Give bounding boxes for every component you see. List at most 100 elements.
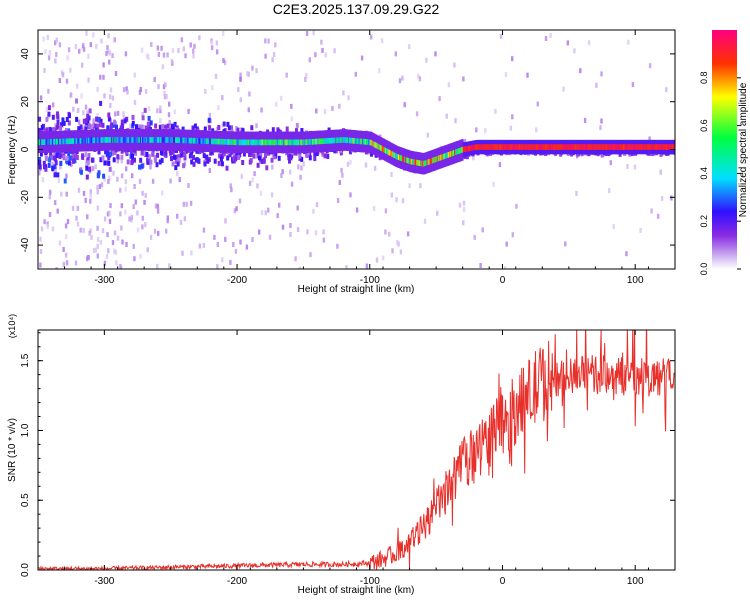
- spectrogram-cell: [509, 125, 513, 131]
- spectrogram-cell: [98, 184, 102, 189]
- spectrogram-cell: [42, 160, 46, 166]
- spectrogram-cell: [426, 132, 429, 138]
- spectrogram-cell: [130, 217, 133, 223]
- spectrogram-ridge-core: [46, 139, 49, 145]
- spectrogram-cell: [47, 105, 51, 111]
- spectrogram-cell: [215, 40, 219, 46]
- spectrogram-cell: [99, 239, 103, 245]
- spectrogram-ridge-core: [184, 137, 187, 144]
- spectrogram-cell: [390, 171, 393, 177]
- spectrogram-cell: [142, 150, 146, 156]
- spectrogram-ridge-core: [665, 144, 668, 150]
- spectrogram-ridge-core: [574, 144, 577, 150]
- y-tick-label: 20: [20, 96, 31, 108]
- spectrogram-cell: [82, 227, 85, 233]
- spectrogram-cell: [193, 123, 197, 129]
- spectrogram-cell: [67, 120, 71, 126]
- spectrogram-ridge-core: [67, 138, 70, 145]
- spectrogram-ridge-core: [348, 137, 350, 144]
- spectrogram-ridge-core: [497, 144, 500, 150]
- spectrogram-ridge-core: [458, 148, 461, 154]
- spectrogram-ridge-core: [287, 139, 290, 146]
- spectrogram-cell: [53, 172, 57, 178]
- spectrogram-cell: [239, 97, 242, 103]
- spectrogram-cell: [259, 190, 263, 196]
- spectrogram-cell: [315, 108, 318, 114]
- spectrogram-ridge-core: [638, 144, 641, 150]
- spectrogram-cell: [141, 215, 144, 221]
- spectrogram-cell: [154, 203, 158, 209]
- spectrogram-cell: [62, 155, 66, 161]
- spectrogram-cell: [156, 152, 160, 158]
- spectrogram-cell: [336, 198, 340, 203]
- spectrogram-cell: [434, 51, 437, 57]
- spectrogram-cell: [240, 173, 243, 179]
- spectrogram-ridge-core: [482, 144, 485, 150]
- spectrogram-cell: [192, 155, 195, 160]
- spectrogram-cell: [68, 113, 71, 119]
- spectrogram-cell: [65, 158, 69, 164]
- spectrogram-cell: [82, 110, 85, 116]
- spectrogram-cell: [321, 47, 324, 53]
- spectrogram-cell: [77, 126, 81, 132]
- spectrogram-cell: [56, 208, 59, 214]
- spectrogram-ridge-core: [547, 144, 550, 150]
- spectrogram-cell: [129, 150, 133, 156]
- spectrogram-cell: [144, 222, 147, 228]
- spectrogram-cell: [173, 109, 176, 115]
- spectrogram-cell: [109, 124, 113, 130]
- spectrogram-cell: [76, 221, 80, 227]
- spectrogram-ridge-core: [369, 139, 372, 146]
- spectrogram-ridge-core: [555, 144, 557, 150]
- spectrogram-ridge-core: [646, 144, 649, 150]
- spectrogram-ridge-core: [403, 156, 406, 162]
- spectrogram-cell: [124, 51, 128, 57]
- spectrogram-cell: [549, 32, 552, 38]
- spectrogram-cell: [234, 156, 238, 162]
- spectrogram-ridge-core: [264, 139, 267, 146]
- spectrogram-cell: [323, 153, 327, 159]
- spectrogram-cell: [650, 208, 653, 214]
- spectrogram-cell: [251, 177, 254, 183]
- spectrogram-cell: [134, 199, 137, 205]
- spectrogram-cell: [315, 202, 319, 208]
- spectrogram-cell: [143, 124, 146, 130]
- snr-y-axis: 0.0 0.5 1.0 1.5: [20, 332, 675, 577]
- spectrogram-ridge-core: [317, 138, 320, 145]
- spectrogram-cell: [136, 210, 139, 216]
- spectrogram-cell: [239, 239, 242, 245]
- spectrogram-ridge-core: [308, 139, 311, 145]
- spectrogram-cell: [237, 87, 240, 93]
- spectrogram-ridge-core: [419, 160, 422, 166]
- spectrogram-cell: [159, 105, 162, 111]
- spectrogram-ridge-core: [566, 144, 569, 150]
- spectrogram-cell: [298, 266, 301, 269]
- spectrogram-cell: [526, 72, 529, 78]
- colorbar-gradient: [712, 30, 737, 269]
- spectrogram-ridge-core: [438, 155, 441, 162]
- spectrogram-cell: [494, 108, 497, 114]
- spectrogram-ridge-core: [387, 148, 390, 155]
- spectrogram-ridge-core: [323, 138, 326, 144]
- spectrogram-cell: [503, 266, 507, 269]
- spectrogram-cell: [138, 178, 142, 184]
- spectrogram-cell: [336, 243, 339, 249]
- spectrogram-ridge-core: [256, 139, 259, 146]
- spectrogram-cell: [108, 175, 111, 181]
- spectrogram-cell: [92, 248, 96, 254]
- spectrogram-cell: [163, 94, 167, 100]
- spectrogram-cell: [445, 113, 448, 119]
- spectrogram-cell: [51, 226, 55, 232]
- spectrogram-ridge-core: [193, 137, 195, 144]
- spectrogram-ridge-core: [475, 144, 478, 150]
- spectrogram-cell: [170, 123, 174, 129]
- spectrogram-ridge-core: [386, 148, 389, 155]
- spectrogram-cell: [120, 203, 123, 209]
- spectrogram-cell: [171, 48, 175, 53]
- spectrogram-cell: [90, 124, 94, 130]
- spectrogram-cell: [64, 223, 68, 229]
- spectrogram-cell: [167, 112, 171, 118]
- spectrogram-ridge-core: [420, 160, 423, 167]
- spectrogram-heatmap: [38, 30, 675, 269]
- spectrogram-ridge-core: [552, 144, 555, 150]
